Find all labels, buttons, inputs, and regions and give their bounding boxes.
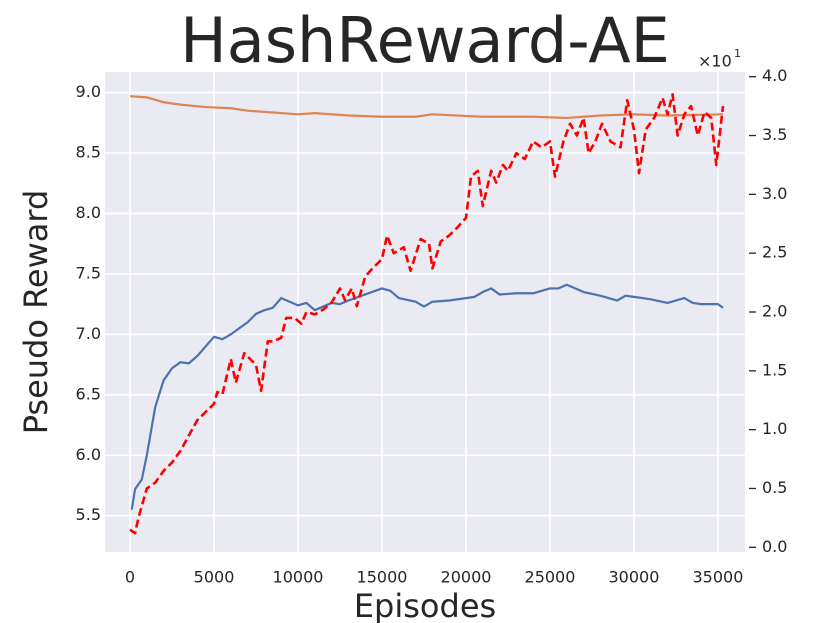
y-tick-label: 7.5 xyxy=(76,263,101,282)
x-axis-label: Episodes xyxy=(354,587,496,623)
y2-tick-label: 3.5 xyxy=(762,125,787,144)
series-line xyxy=(129,95,724,120)
y-tick-label: 6.5 xyxy=(76,384,101,403)
chart-title: HashReward-AE xyxy=(180,4,670,77)
y2-tick-label: 0.0 xyxy=(762,537,787,556)
x-tick-label: 35000 xyxy=(693,568,744,587)
y-tick-label: 8.0 xyxy=(76,203,101,222)
x-tick-label: 5000 xyxy=(194,568,235,587)
y2-tick-label: 4.0 xyxy=(762,66,787,85)
y-tick-label: 5.5 xyxy=(76,505,101,524)
x-tick-label: 30000 xyxy=(609,568,660,587)
y-tick-label: 9.0 xyxy=(76,82,101,101)
y2-tick-label: 1.5 xyxy=(762,360,787,379)
y-axis-label: Pseudo Reward xyxy=(17,190,55,435)
y2-offset-base: ×10 xyxy=(698,52,732,71)
y-tick-label: 7.0 xyxy=(76,324,101,343)
series-line xyxy=(130,283,724,510)
plot-background xyxy=(105,72,745,552)
y-tick-label: 6.0 xyxy=(76,445,101,464)
y2-offset-exponent: 1 xyxy=(734,47,741,60)
x-tick-label: 25000 xyxy=(525,568,576,587)
x-tick-label: 0 xyxy=(125,568,135,587)
series-line xyxy=(129,93,725,535)
x-tick-label: 15000 xyxy=(357,568,408,587)
y2-tick-label: 2.0 xyxy=(762,302,787,321)
x-tick-label: 20000 xyxy=(441,568,492,587)
y2-tick-label: 1.0 xyxy=(762,419,787,438)
y2-tick-label: 2.5 xyxy=(762,243,787,262)
y-tick-label: 8.5 xyxy=(76,143,101,162)
y2-tick-label: 3.0 xyxy=(762,184,787,203)
y2-tick-label: 0.5 xyxy=(762,478,787,497)
x-tick-label: 10000 xyxy=(273,568,324,587)
